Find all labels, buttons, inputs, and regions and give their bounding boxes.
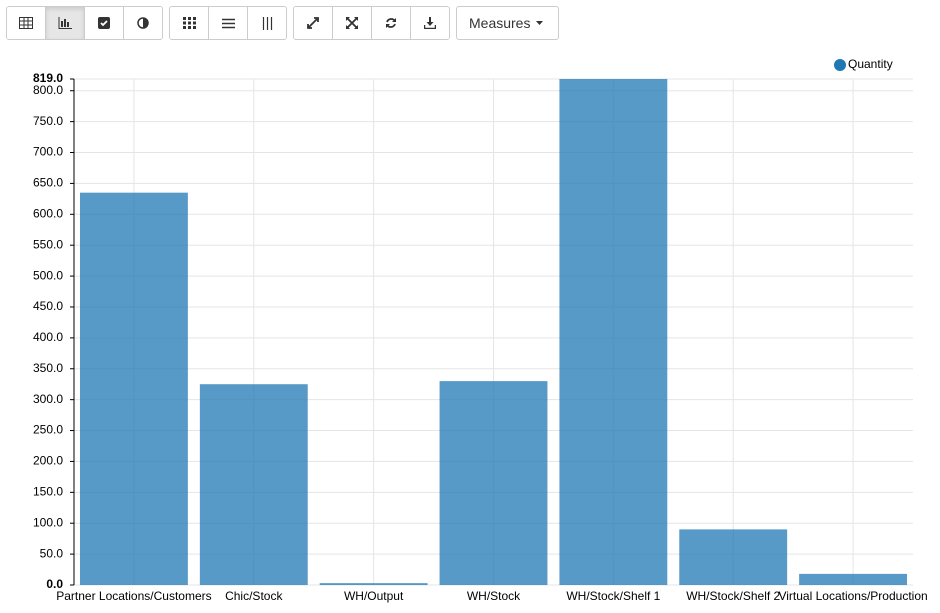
toolbar: Measures: [6, 6, 560, 40]
bar: [319, 583, 428, 585]
view-group: [6, 6, 163, 40]
y-tick-label: 400.0: [33, 330, 63, 344]
bar: [199, 384, 308, 585]
measures-button[interactable]: Measures: [456, 6, 560, 40]
bar: [799, 573, 908, 585]
graph-button[interactable]: [46, 7, 85, 39]
y-tick-label: 250.0: [33, 423, 63, 437]
y-tick-label: 500.0: [33, 268, 63, 282]
y-tick-label: 700.0: [33, 145, 63, 159]
y-tick-label: 550.0: [33, 237, 63, 251]
x-tick-label: WH/Stock: [467, 589, 521, 603]
measures-label: Measures: [469, 15, 531, 31]
y-tick-label: 600.0: [33, 206, 63, 220]
y-tick-label: 50.0: [40, 546, 64, 560]
expand-button[interactable]: [294, 7, 333, 39]
x-tick-label: Virtual Locations/Production: [778, 589, 927, 603]
check-button[interactable]: [85, 7, 124, 39]
layout-group: [169, 6, 287, 40]
y-tick-label: 0.0: [46, 577, 63, 591]
legend-label: Quantity: [848, 57, 893, 71]
y-tick-label: 650.0: [33, 176, 63, 190]
x-tick-label: WH/Output: [344, 589, 404, 603]
contrast-button[interactable]: [124, 7, 162, 39]
legend-swatch: [834, 59, 846, 71]
x-tick-label: Partner Locations/Customers: [56, 589, 211, 603]
y-tick-label: 200.0: [33, 454, 63, 468]
y-tick-label: 150.0: [33, 484, 63, 498]
download-button[interactable]: [411, 7, 449, 39]
bar: [679, 529, 788, 585]
reload-button[interactable]: [372, 7, 411, 39]
y-tick-label: 450.0: [33, 299, 63, 313]
y-tick-label: 300.0: [33, 392, 63, 406]
y-tick-label: 750.0: [33, 114, 63, 128]
rows-button[interactable]: [209, 7, 248, 39]
x-tick-label: Chic/Stock: [225, 589, 283, 603]
action-group: [293, 6, 450, 40]
x-tick-label: WH/Stock/Shelf 2: [686, 589, 780, 603]
y-tick-label: 100.0: [33, 515, 63, 529]
pivot-button[interactable]: [7, 7, 46, 39]
bar: [79, 192, 188, 585]
grid-button[interactable]: [170, 7, 209, 39]
y-tick-label: 819.0: [33, 71, 63, 85]
bar: [439, 381, 548, 585]
bar: [559, 79, 668, 585]
y-tick-label: 800.0: [33, 83, 63, 97]
fullscreen-button[interactable]: [333, 7, 372, 39]
y-tick-label: 350.0: [33, 361, 63, 375]
columns-button[interactable]: [248, 7, 286, 39]
x-tick-label: WH/Stock/Shelf 1: [566, 589, 660, 603]
